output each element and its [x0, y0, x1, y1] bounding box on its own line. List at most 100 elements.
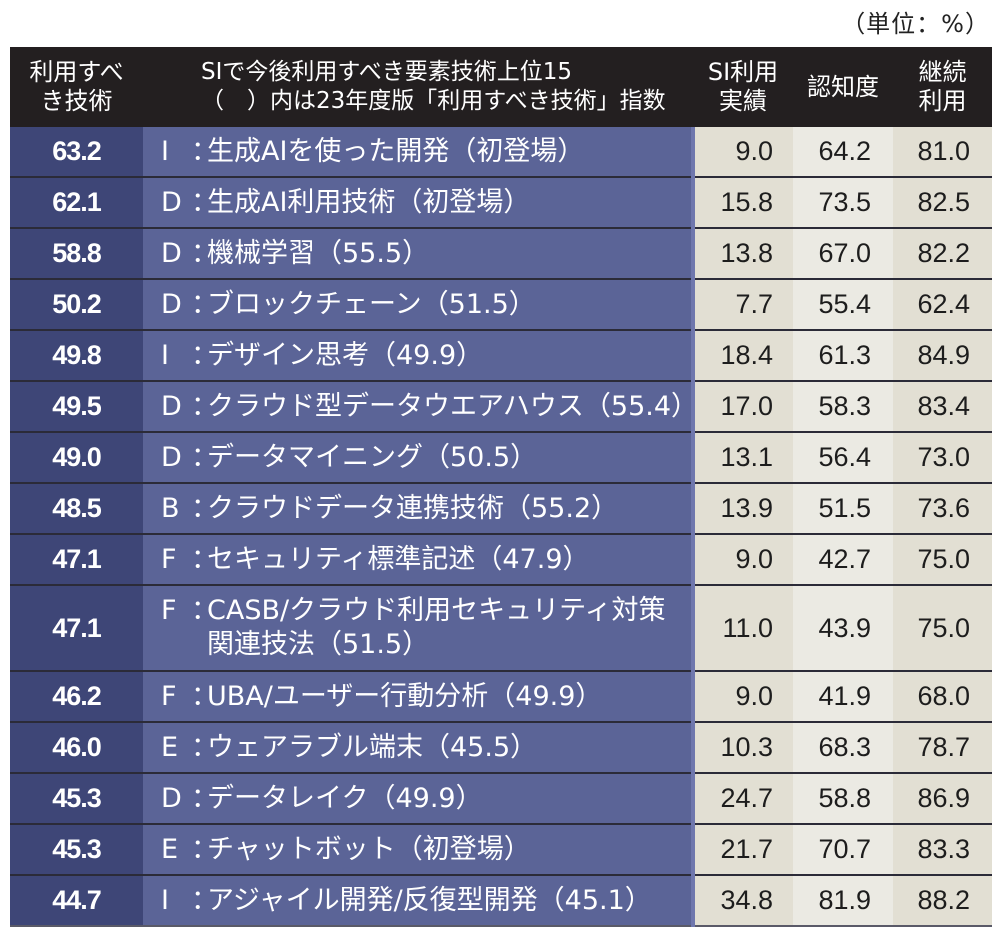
continued-use-cell: 75.0: [893, 534, 992, 586]
recognition-cell: 73.5: [793, 177, 893, 229]
continued-use-cell: 83.3: [893, 824, 992, 876]
tech-name: 生成AIを使った開発（初登場）: [207, 135, 585, 167]
separator: ：: [191, 595, 218, 626]
recognition-cell: 51.5: [793, 483, 893, 535]
tech-name-cell: D ：生成AI利用技術（初登場）: [143, 177, 695, 229]
tech-name-cell: E ：チャットボット（初登場）: [143, 824, 695, 876]
table-row: 45.3 E ：チャットボット（初登場） 21.7 70.7 83.3: [10, 824, 992, 876]
score-cell: 46.0: [10, 722, 143, 774]
continued-use-cell: 73.0: [893, 432, 992, 484]
category-code: F: [161, 680, 177, 712]
tech-name: アジャイル開発/反復型開発（45.1）: [207, 884, 652, 916]
si-usage-cell: 24.7: [693, 773, 793, 825]
table-row: 50.2 D ：ブロックチェーン（51.5） 7.7 55.4 62.4: [10, 279, 992, 331]
header-continue-line2: 利用: [918, 87, 967, 115]
si-usage-cell: 15.8: [693, 177, 793, 229]
header-si-usage: SI利用 実績: [693, 47, 793, 127]
table-row: 45.3 D ：データレイク（49.9） 24.7 58.8 86.9: [10, 773, 992, 825]
recognition-cell: 64.2: [793, 127, 893, 178]
header-name-line2: （ ）内は23年度版「利用すべき技術」指数: [201, 88, 666, 114]
score-cell: 50.2: [10, 279, 143, 331]
si-usage-cell: 13.1: [693, 432, 793, 484]
continued-use-cell: 88.2: [893, 875, 992, 927]
recognition-cell: 41.9: [793, 671, 893, 723]
continued-use-cell: 75.0: [893, 585, 992, 672]
header-si-line1: SI利用: [707, 58, 779, 86]
continued-use-cell: 81.0: [893, 127, 992, 178]
table-row: 63.2 I ：生成AIを使った開発（初登場） 9.0 64.2 81.0: [10, 127, 992, 178]
tech-name: データマイニング（50.5）: [207, 441, 538, 473]
si-usage-cell: 13.8: [693, 228, 793, 280]
si-usage-cell: 13.9: [693, 483, 793, 535]
separator: ：: [191, 680, 218, 712]
table-body: 63.2 I：生成AIを使った開発（初登場） 9.0 64.2 81.0 62.1 D：生成…: [10, 127, 992, 927]
table-header-row: 利用すべ き技術 SIで今後利用すべき要素技術上位15 （ ）内は23年度版「利…: [10, 47, 992, 127]
header-score-line1: 利用すべ: [29, 58, 124, 86]
si-usage-cell: 21.7: [693, 824, 793, 876]
table-row: 58.8 D ：機械学習（55.5） 13.8 67.0 82.2: [10, 228, 992, 280]
si-usage-cell: 9.0: [693, 671, 793, 723]
continued-use-cell: 78.7: [893, 722, 992, 774]
score-cell: 62.1: [10, 177, 143, 229]
recognition-cell: 42.7: [793, 534, 893, 586]
separator: ：: [191, 492, 218, 524]
si-usage-cell: 9.0: [693, 534, 793, 586]
category-code: D: [161, 390, 182, 422]
recognition-cell: 67.0: [793, 228, 893, 280]
score-cell: 49.5: [10, 381, 143, 433]
separator: ：: [191, 288, 218, 320]
continued-use-cell: 82.5: [893, 177, 992, 229]
category-code: D: [161, 237, 182, 269]
tech-name-cell: E ：ウェアラブル端末（45.5）: [143, 722, 695, 774]
table-row: 48.5 B ：クラウドデータ連携技術（55.2） 13.9 51.5 73.6: [10, 483, 992, 535]
separator: ：: [191, 237, 218, 269]
tech-name: ウェアラブル端末（45.5）: [207, 731, 538, 763]
tech-name-cell: D ：機械学習（55.5）: [143, 228, 695, 280]
continued-use-cell: 73.6: [893, 483, 992, 535]
table-row: 46.0 E ：ウェアラブル端末（45.5） 10.3 68.3 78.7: [10, 722, 992, 774]
tech-name: データレイク（49.9）: [207, 782, 483, 814]
tech-name-cell: F ： UBA/ユーザー行動分析（49.9）: [143, 671, 695, 723]
table-row: 47.1 F ： CASB/クラウド利用セキュリティ対策関連技法（51.5） 11.0 4…: [10, 585, 992, 672]
recognition-cell: 70.7: [793, 824, 893, 876]
score-cell: 49.0: [10, 432, 143, 484]
separator: ：: [191, 543, 218, 575]
recognition-cell: 68.3: [793, 722, 893, 774]
tech-name-cell: D ：データレイク（49.9）: [143, 773, 695, 825]
tech-name-cell: I ：デザイン思考（49.9）: [143, 330, 695, 382]
header-recognition-label: 認知度: [807, 72, 879, 101]
tech-name: 生成AI利用技術（初登場）: [207, 186, 531, 218]
category-code: I: [161, 339, 169, 371]
continued-use-cell: 84.9: [893, 330, 992, 382]
table-row: 49.0 D ：データマイニング（50.5） 13.1 56.4 73.0: [10, 432, 992, 484]
separator: ：: [191, 782, 218, 814]
table-row: 46.2 F ： UBA/ユーザー行動分析（49.9） 9.0 41.9 68.0: [10, 671, 992, 723]
score-cell: 58.8: [10, 228, 143, 280]
tech-name-cell: F ： CASB/クラウド利用セキュリティ対策関連技法（51.5）: [143, 585, 695, 672]
category-code: F: [161, 543, 177, 575]
separator: ：: [191, 441, 218, 473]
si-usage-cell: 11.0: [693, 585, 793, 672]
separator: ：: [191, 731, 218, 763]
tech-name: ブロックチェーン（51.5）: [207, 288, 536, 320]
separator: ：: [191, 339, 218, 371]
category-code: D: [161, 186, 182, 218]
score-cell: 45.3: [10, 773, 143, 825]
header-tech-name: SIで今後利用すべき要素技術上位15 （ ）内は23年度版「利用すべき技術」指数: [143, 47, 693, 127]
continued-use-cell: 68.0: [893, 671, 992, 723]
category-code: F: [161, 595, 177, 626]
separator: ：: [191, 186, 218, 218]
header-recognition: 認知度: [793, 47, 893, 127]
tech-name-cell: B ：クラウドデータ連携技術（55.2）: [143, 483, 695, 535]
continued-use-cell: 82.2: [893, 228, 992, 280]
tech-name: チャットボット（初登場）: [207, 833, 531, 865]
header-continued-use: 継続 利用: [893, 47, 992, 127]
score-cell: 45.3: [10, 824, 143, 876]
tech-name: CASB/クラウド利用セキュリティ対策関連技法（51.5）: [207, 595, 666, 660]
category-code: I: [161, 884, 169, 916]
category-code: D: [161, 288, 182, 320]
recognition-cell: 81.9: [793, 875, 893, 927]
recognition-cell: 58.3: [793, 381, 893, 433]
si-usage-cell: 10.3: [693, 722, 793, 774]
unit-label: （単位：%）: [841, 10, 990, 38]
